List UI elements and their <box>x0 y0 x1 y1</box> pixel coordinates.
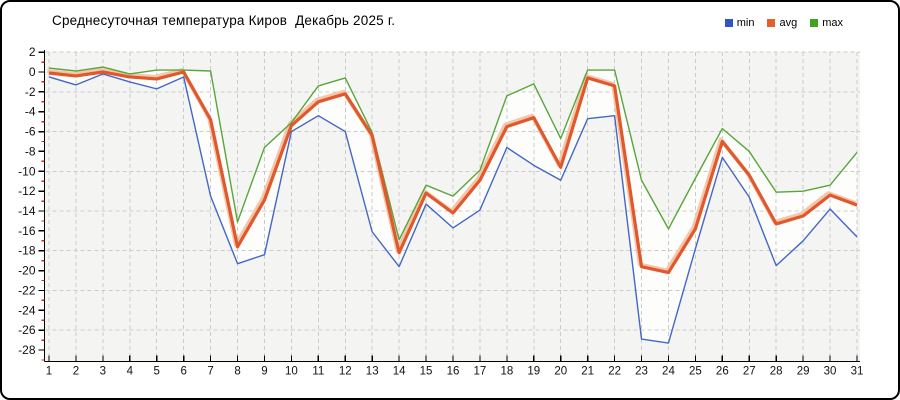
x-tick-label: 9 <box>261 366 267 378</box>
x-tick-label: 16 <box>447 366 460 378</box>
x-tick-label: 23 <box>635 366 648 378</box>
legend-item-avg: avg <box>767 17 797 29</box>
min-max-band <box>49 67 857 344</box>
y-tick-label: 2 <box>29 45 36 59</box>
y-tick-label: -22 <box>18 283 36 297</box>
x-tick-label: 10 <box>285 366 298 378</box>
x-tick-label: 17 <box>474 366 487 378</box>
min-line <box>48 73 858 344</box>
x-tick-label: 7 <box>207 366 213 378</box>
x-tick-label: 28 <box>770 366 783 378</box>
x-tick-label: 3 <box>100 366 106 378</box>
y-tick-label: -16 <box>18 224 36 238</box>
chart-title: Среднесуточная температура Киров Декабрь… <box>52 13 396 28</box>
x-tick-label: 11 <box>312 366 324 378</box>
legend-item-min: min <box>724 17 755 29</box>
x-tick-label: 2 <box>73 366 79 378</box>
x-tick-label: 31 <box>851 366 864 378</box>
y-tick-label: -20 <box>18 264 36 278</box>
avg-line <box>48 70 858 275</box>
y-tick-label: -28 <box>18 343 36 357</box>
legend-label-avg: avg <box>779 17 798 29</box>
x-tick-label: 29 <box>797 366 810 378</box>
x-tick-label: 27 <box>743 366 756 378</box>
y-tick-label: -4 <box>25 105 36 119</box>
x-tick-label: 19 <box>527 366 540 378</box>
x-tick-label: 18 <box>500 366 513 378</box>
max-line <box>48 66 858 241</box>
legend-swatch-avg <box>767 19 776 27</box>
y-tick-label: -2 <box>25 85 36 99</box>
y-tick-label: -14 <box>18 204 36 218</box>
x-tick-label: 26 <box>716 366 729 378</box>
y-tick-label: -12 <box>18 184 36 198</box>
y-tick-label: -8 <box>25 144 36 158</box>
legend-label-max: max <box>822 17 843 29</box>
x-tick-label: 22 <box>608 366 621 378</box>
x-tick-label: 13 <box>366 366 379 378</box>
x-axis-ticks <box>48 355 858 362</box>
x-tick-label: 15 <box>420 366 433 378</box>
x-tick-label: 24 <box>662 366 675 378</box>
x-tick-label: 1 <box>46 366 52 378</box>
legend-swatch-max <box>810 19 819 27</box>
y-tick-label: -26 <box>18 323 36 337</box>
x-tick-label: 8 <box>234 366 240 378</box>
legend-swatch-min <box>724 19 733 27</box>
x-tick-label: 21 <box>581 366 594 378</box>
y-tick-label: -24 <box>18 303 36 317</box>
legend-item-max: max <box>810 17 843 29</box>
y-tick-label: -10 <box>18 164 36 178</box>
y-axis-ticks <box>38 51 45 361</box>
y-tick-label: 0 <box>29 65 36 79</box>
x-tick-label: 5 <box>154 366 160 378</box>
x-tick-label: 4 <box>127 366 134 378</box>
y-tick-label: -6 <box>25 125 36 139</box>
x-tick-label: 14 <box>393 366 406 378</box>
legend: min avg max <box>724 17 843 29</box>
x-tick-label: 30 <box>824 366 837 378</box>
x-tick-label: 6 <box>180 366 186 378</box>
x-tick-label: 25 <box>689 366 702 378</box>
x-tick-label: 20 <box>554 366 567 378</box>
x-tick-label: 12 <box>339 366 352 378</box>
y-tick-label: -18 <box>18 244 36 258</box>
legend-label-min: min <box>736 17 755 29</box>
